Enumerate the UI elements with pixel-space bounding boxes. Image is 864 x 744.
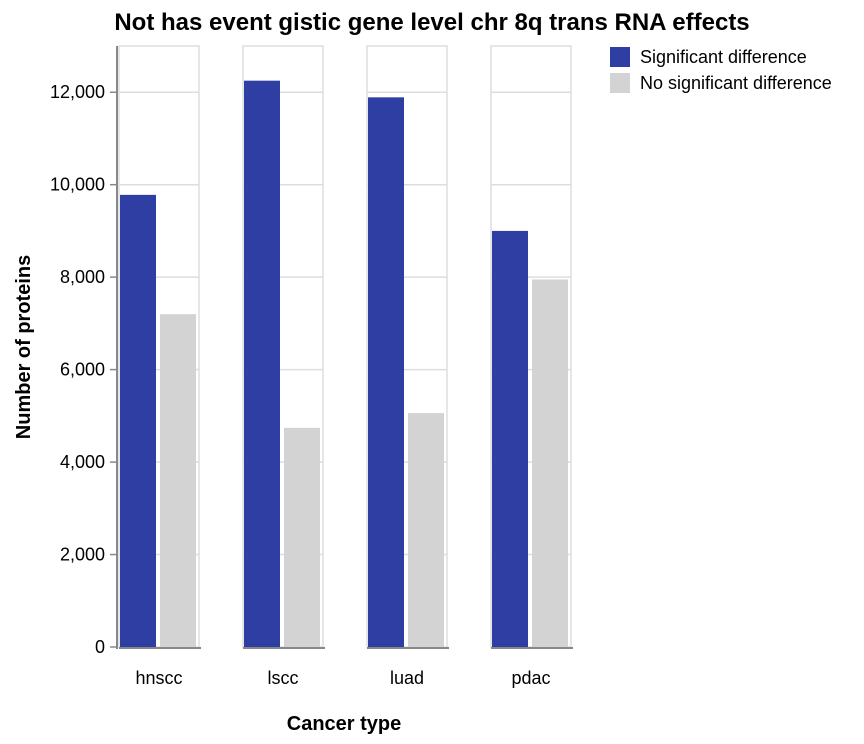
y-axis: 0 2,000 4,000 6,000 8,000 10,000 12,000 (50, 46, 118, 657)
panel-hnscc: hnscc (118, 45, 201, 688)
x-tick-label: lscc (268, 668, 299, 688)
legend: Significant difference No significant dif… (610, 47, 832, 93)
bar-luad-not-significant (408, 413, 444, 647)
y-tick-label: 4,000 (60, 452, 105, 472)
y-tick-label: 10,000 (50, 175, 105, 195)
chart-title: Not has event gistic gene level chr 8q t… (114, 9, 749, 36)
legend-item-significant: Significant difference (610, 47, 807, 67)
facet-panels: hnscc lscc luad pdac (118, 45, 573, 688)
legend-label: Significant difference (640, 47, 807, 67)
legend-swatch (610, 73, 630, 93)
bar-lscc-significant (244, 80, 280, 647)
y-tick-label: 6,000 (60, 360, 105, 380)
bar-lscc-not-significant (284, 427, 320, 647)
panel-luad: luad (366, 45, 449, 688)
y-tick-label: 0 (95, 637, 105, 657)
bar-pdac-not-significant (532, 279, 568, 647)
legend-item-not-significant: No significant difference (610, 73, 832, 93)
x-tick-label: pdac (511, 668, 550, 688)
x-axis-title: Cancer type (287, 713, 402, 735)
legend-swatch (610, 47, 630, 67)
bar-luad-significant (368, 97, 404, 647)
bar-pdac-significant (492, 230, 528, 647)
panel-pdac: pdac (490, 45, 573, 688)
y-axis-title: Number of proteins (13, 255, 35, 439)
bar-hnscc-not-significant (160, 314, 196, 647)
panel-lscc: lscc (242, 45, 325, 688)
bar-hnscc-significant (120, 194, 156, 647)
y-tick-label: 12,000 (50, 82, 105, 102)
x-tick-label: luad (390, 668, 424, 688)
legend-label: No significant difference (640, 73, 832, 93)
y-tick-label: 8,000 (60, 267, 105, 287)
x-tick-label: hnscc (135, 668, 182, 688)
y-tick-label: 2,000 (60, 545, 105, 565)
